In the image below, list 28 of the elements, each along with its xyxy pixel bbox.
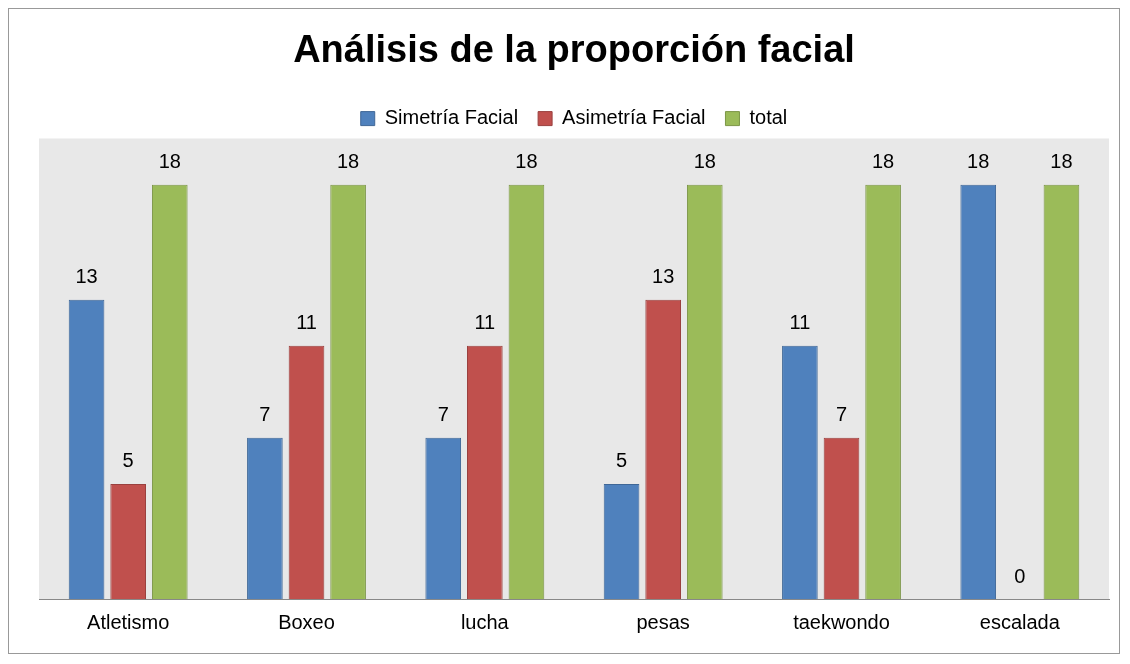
x-tick-label: pesas — [636, 610, 690, 633]
data-label: 18 — [693, 150, 716, 173]
data-label: 18 — [158, 150, 181, 173]
data-label: 18 — [871, 150, 895, 173]
x-tick-label: taekwondo — [793, 610, 890, 633]
data-label: 18 — [1050, 150, 1073, 173]
data-label: 7 — [835, 403, 848, 426]
legend-label: Asimetría Facial — [562, 106, 706, 129]
data-label: 5 — [122, 449, 134, 472]
chart-title: Análisis de la proporción facial — [293, 28, 855, 71]
legend-label: Simetría Facial — [384, 106, 519, 129]
data-label: 18 — [336, 150, 360, 173]
x-tick-label: escalada — [979, 610, 1061, 633]
data-label: 13 — [75, 265, 98, 288]
legend-label: total — [749, 106, 788, 129]
data-label: 7 — [259, 403, 271, 426]
data-label: 11 — [789, 311, 811, 334]
x-tick-label: Atletismo — [87, 610, 170, 633]
data-label: 11 — [474, 311, 496, 334]
data-label: 18 — [515, 150, 538, 173]
x-tick-label: lucha — [460, 610, 510, 633]
data-label: 5 — [615, 449, 628, 472]
x-tick-label: Boxeo — [278, 610, 335, 633]
data-label: 18 — [967, 150, 990, 173]
data-label: 13 — [652, 265, 675, 288]
data-label: 11 — [296, 311, 317, 334]
data-label: 0 — [1014, 564, 1026, 587]
data-label: 7 — [437, 403, 449, 426]
